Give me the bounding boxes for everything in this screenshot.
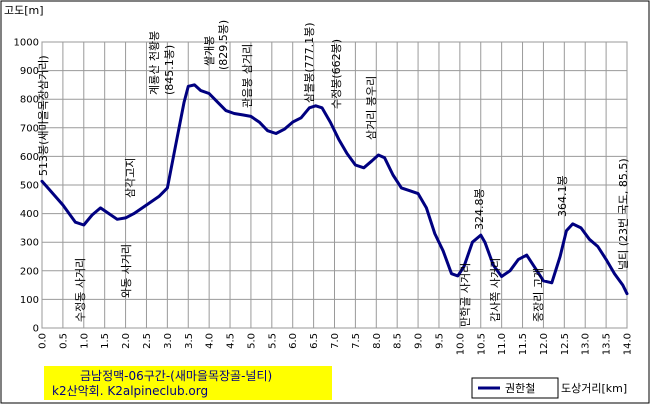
x-tick-label: 0.0 <box>38 333 49 349</box>
x-tick-label: 10.5 <box>476 333 487 355</box>
y-tick-label: 400 <box>20 209 39 220</box>
legend-label: 권한철 <box>505 382 535 395</box>
x-tick-label: 7.5 <box>351 333 362 349</box>
x-tick-label: 6.0 <box>288 333 299 349</box>
chart-title: 금남정맥-06구간-(새마을목장골-널티) <box>80 369 272 383</box>
annotation-start-left: 513봉(새마을목장삼거리) <box>37 55 50 176</box>
x-tick-label: 2.0 <box>121 333 132 349</box>
annotation-sujeongbong: 수정봉(662봉) <box>330 39 343 109</box>
x-tick-label: 2.5 <box>142 333 153 349</box>
chart-subtitle: k2산악회. K2alpineclub.org <box>52 384 208 398</box>
x-tick-label: 9.0 <box>414 333 425 349</box>
x-tick-label: 8.5 <box>393 333 404 349</box>
x-tick-label: 6.5 <box>309 333 320 349</box>
x-tick-label: 14.0 <box>623 333 634 355</box>
x-tick-labels: 0.0 0.5 1.0 1.5 2.0 2.5 3.0 3.5 4.0 4.5 5.0 5.5 6.0 6… <box>38 333 634 355</box>
annotation-gwaneumbong-sageori: 관음봉 삼거리 <box>241 44 254 108</box>
y-tick-label: 300 <box>20 238 39 249</box>
x-tick-label: 3.5 <box>184 333 195 349</box>
annotation-samgakgogae: 삼각고지 <box>124 158 137 198</box>
x-tick-label: 4.0 <box>205 333 216 349</box>
annotation-sambulbong: 삼불봉(777.1봉) <box>303 22 316 103</box>
y-tick-label: 900 <box>20 66 39 77</box>
y-tick-label: 600 <box>20 152 39 163</box>
annotation-gyeryongsan: 계룡산 천황봉 <box>147 31 161 95</box>
annotation-gapsa-sageori: 갑사쪽 사거리 <box>489 258 502 322</box>
annotation-p3641: 364.1봉 <box>556 175 569 217</box>
annotation-p3248: 324.8봉 <box>473 188 486 230</box>
annotation-sujeong-sageori: 수정동 사거리 <box>74 258 87 322</box>
x-axis-label: 도상거리[km] <box>561 382 627 395</box>
x-tick-label: 12.0 <box>539 333 550 355</box>
series-layer <box>40 83 629 296</box>
y-tick-label: 500 <box>20 181 39 192</box>
x-tick-label: 4.5 <box>226 333 237 349</box>
x-tick-label: 12.5 <box>560 333 571 355</box>
annotation-gyeryongsan-alt: (845.1봉) <box>163 45 176 95</box>
y-tick-label: 100 <box>20 295 39 306</box>
y-tick-labels: 0 100 200 300 400 500 600 700 800 900 1000 <box>14 38 39 335</box>
annotation-ssalgaebong-alt: (829.5봉) <box>217 20 230 70</box>
x-tick-label: 9.5 <box>434 333 445 349</box>
annotation-jungjangri: 중장리 고개 <box>532 268 545 322</box>
x-tick-label: 1.5 <box>100 333 111 349</box>
title-box <box>44 366 332 400</box>
x-tick-label: 13.5 <box>602 333 613 355</box>
x-tick-label: 5.0 <box>246 333 257 349</box>
x-tick-label: 5.5 <box>267 333 278 349</box>
x-tick-label: 0.5 <box>58 333 69 349</box>
x-tick-label: 7.0 <box>330 333 341 349</box>
grid-vertical <box>41 42 628 328</box>
annotation-wadong-sageori: 와동 사거리 <box>120 244 133 298</box>
annotation-manhakgol: 만학골 사거리 <box>459 263 472 327</box>
annotation-neolti: 널티 (23번 국도, 85.5) <box>617 158 630 270</box>
x-tick-label: 3.0 <box>163 333 174 349</box>
y-tick-label: 0 <box>33 324 39 335</box>
y-tick-label: 800 <box>20 95 39 106</box>
x-tick-label: 10.0 <box>455 333 466 355</box>
x-tick-label: 8.0 <box>372 333 383 349</box>
y-axis-label: 고도[m] <box>4 4 44 17</box>
y-tick-label: 1000 <box>14 38 39 49</box>
x-tick-label: 11.0 <box>497 333 508 355</box>
x-tick-label: 11.5 <box>518 333 529 355</box>
legend-box <box>471 377 559 399</box>
annotation-ssalgaebong: 쌀개봉 <box>203 36 216 66</box>
y-tick-label: 700 <box>20 123 39 134</box>
y-tick-label: 200 <box>20 266 39 277</box>
series-line <box>40 83 629 296</box>
x-tick-label: 13.0 <box>581 333 592 355</box>
annotation-bongurisageori: 삼거리 봉우리 <box>365 76 378 140</box>
x-tick-label: 1.0 <box>79 333 90 349</box>
